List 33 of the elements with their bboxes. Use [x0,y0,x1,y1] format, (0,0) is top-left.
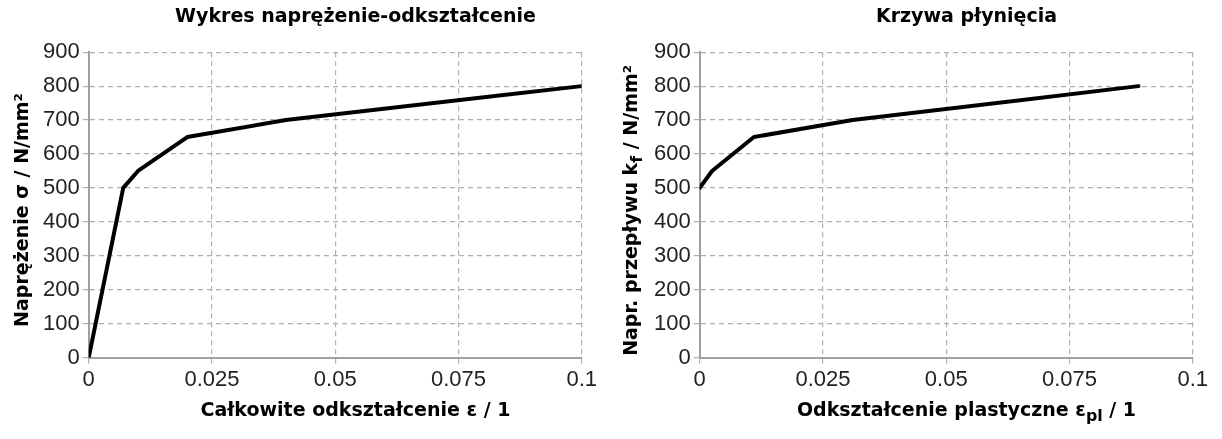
x-tick-label: 0.1 [1177,365,1209,391]
y-tick-label: 600 [653,140,691,166]
y-tick-label: 700 [653,106,691,132]
y-tick-label: 500 [42,174,80,199]
y-tick-label: 400 [42,207,80,233]
y-tick-label: 200 [653,275,691,301]
y-tick-label: 600 [42,140,80,166]
x-tick-label: 0.1 [566,365,598,391]
y-tick-label: 0 [67,343,80,369]
y-tick-label: 300 [42,241,80,267]
x-axis-title: Całkowite odkształcenie ε / 1 [199,398,512,420]
y-tick-label: 100 [42,309,80,335]
x-tick-label: 0.075 [1041,365,1097,391]
y-tick-label: 800 [653,72,691,98]
y-tick-label: 500 [653,174,691,199]
y-tick-label: 0 [678,343,691,369]
chart-title: Wykres naprężenie-odkształcenie [174,4,537,26]
y-tick-label: 800 [42,72,80,98]
chart-title: Krzywa płynięcia [874,4,1059,26]
x-tick-label: 0.025 [795,365,851,391]
y-tick-label: 900 [42,38,80,64]
x-tick-label: 0.025 [184,365,240,391]
y-tick-label: 700 [42,106,80,132]
x-tick-label: 0.05 [924,365,968,391]
y-tick-label: 300 [653,241,691,267]
y-tick-label: 900 [653,38,691,64]
y-axis-title: Naprężenie σ / N/mm² [10,93,33,327]
x-tick-label: 0.05 [313,365,357,391]
y-tick-label: 400 [653,207,691,233]
x-tick-label: 0.075 [430,365,486,391]
y-tick-label: 200 [42,275,80,301]
x-axis-title: Odkształcenie plastyczne ε$_{pl}$ / 1 [795,398,1138,425]
y-tick-label: 100 [653,309,691,335]
